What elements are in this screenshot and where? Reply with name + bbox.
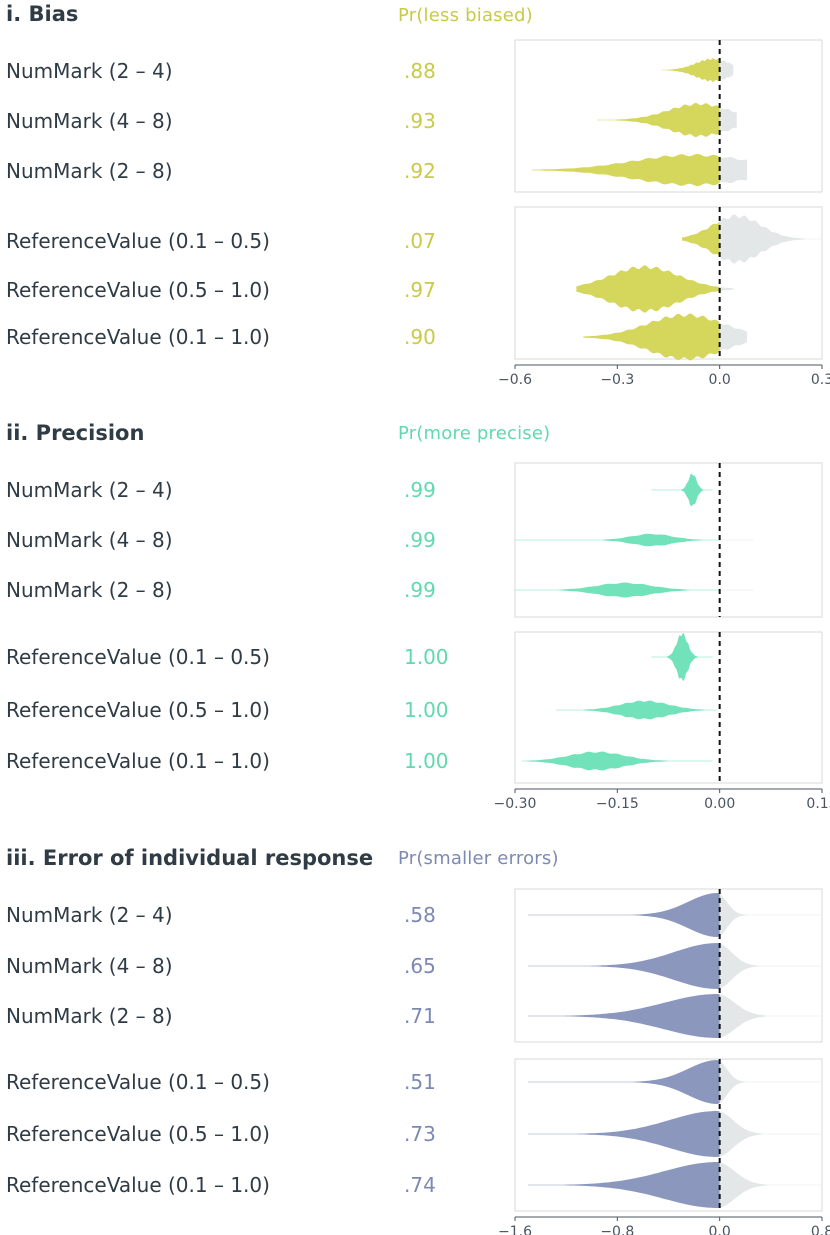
row-label: ReferenceValue (0.1 – 1.0) [6, 325, 270, 349]
violin-reference-0-4 [719, 286, 734, 292]
violin-2-2 [527, 994, 720, 1038]
panel-frame [514, 1058, 823, 1212]
row-value: .97 [404, 278, 436, 302]
row-label: NumMark (2 – 4) [6, 903, 173, 927]
row-label: NumMark (2 – 8) [6, 1004, 173, 1028]
x-tick-label: 0.0 [709, 1224, 731, 1235]
violin-0-2 [532, 153, 720, 187]
row-value: .90 [404, 325, 436, 349]
violin-2-4 [527, 1111, 720, 1157]
x-tick-label: −0.6 [498, 372, 532, 388]
row-label: NumMark (2 – 8) [6, 578, 173, 602]
row-value: .74 [404, 1173, 436, 1197]
row-label: ReferenceValue (0.1 – 0.5) [6, 645, 270, 669]
x-tick-label: −1.6 [498, 1224, 532, 1235]
violin-reference-2-4 [719, 1111, 822, 1157]
panel-frame [514, 631, 823, 784]
row-value: .99 [404, 478, 436, 502]
section-title-error: iii. Error of individual response [6, 846, 374, 870]
violin-reference-1-2 [719, 589, 754, 591]
section-title-precision: ii. Precision [6, 421, 145, 445]
x-tick-label: 0.8 [811, 1224, 830, 1235]
x-tick-label: −0.30 [494, 796, 537, 812]
x-tick-label: −0.8 [600, 1224, 634, 1235]
violin-2-1 [527, 943, 720, 989]
row-label: ReferenceValue (0.5 – 1.0) [6, 278, 270, 302]
row-value: 1.00 [404, 645, 449, 669]
row-label: ReferenceValue (0.5 – 1.0) [6, 1122, 270, 1146]
violin-0-4 [576, 265, 720, 313]
row-value: .88 [404, 59, 436, 83]
violin-reference-0-2 [719, 156, 747, 184]
x-tick-label: −0.3 [600, 372, 634, 388]
x-tick-label: 0.15 [806, 796, 830, 812]
row-value: .73 [404, 1122, 436, 1146]
x-tick-label: 0.0 [709, 372, 731, 388]
row-label: ReferenceValue (0.1 – 1.0) [6, 1173, 270, 1197]
x-tick-label: 0.3 [811, 372, 830, 388]
violin-reference-0-1 [719, 107, 737, 133]
violin-1-0 [651, 473, 713, 507]
row-label: ReferenceValue (0.1 – 0.5) [6, 229, 270, 253]
row-value: 1.00 [404, 749, 449, 773]
violin-reference-0-5 [719, 322, 747, 352]
row-label: NumMark (2 – 8) [6, 159, 173, 183]
row-label: NumMark (4 – 8) [6, 954, 173, 978]
row-value: .99 [404, 528, 436, 552]
panel-frame [514, 888, 823, 1043]
violin-0-0 [661, 58, 720, 82]
violin-reference-2-5 [719, 1162, 822, 1208]
violin-0-1 [596, 102, 720, 138]
x-tick-label: 0.00 [704, 796, 735, 812]
row-label: ReferenceValue (0.1 – 0.5) [6, 1070, 270, 1094]
panel-frame [514, 206, 823, 360]
row-label: NumMark (2 – 4) [6, 59, 173, 83]
row-value: .51 [404, 1070, 436, 1094]
violin-1-3 [651, 633, 713, 681]
violin-0-5 [583, 313, 720, 361]
row-label: NumMark (2 – 4) [6, 478, 173, 502]
violin-0-3 [682, 221, 720, 257]
violin-reference-2-3 [719, 1061, 822, 1103]
row-value: 1.00 [404, 698, 449, 722]
violin-2-0 [527, 893, 720, 937]
violin-1-5 [521, 751, 713, 771]
row-value: .93 [404, 109, 436, 133]
row-label: NumMark (4 – 8) [6, 109, 173, 133]
violin-reference-0-0 [719, 59, 734, 81]
metric-label-bias: Pr(less biased) [398, 5, 533, 26]
violin-2-5 [527, 1162, 720, 1208]
metric-label-precision: Pr(more precise) [398, 423, 551, 444]
metric-label-error: Pr(smaller errors) [398, 848, 559, 869]
row-value: .65 [404, 954, 436, 978]
panel-frame [514, 39, 823, 193]
violin-1-2 [515, 582, 720, 598]
violin-2-3 [527, 1060, 720, 1104]
x-tick-label: −0.15 [596, 796, 639, 812]
violin-reference-2-0 [719, 894, 822, 936]
violin-1-4 [555, 700, 717, 720]
row-value: .71 [404, 1004, 436, 1028]
row-value: .99 [404, 578, 436, 602]
violin-reference-2-1 [719, 943, 822, 989]
row-label: ReferenceValue (0.1 – 1.0) [6, 749, 270, 773]
section-title-bias: i. Bias [6, 2, 79, 26]
violin-reference-1-1 [719, 539, 754, 541]
row-value: .58 [404, 903, 436, 927]
violin-reference-0-3 [719, 214, 822, 264]
row-label: NumMark (4 – 8) [6, 528, 173, 552]
row-value: .92 [404, 159, 436, 183]
row-value: .07 [404, 229, 436, 253]
row-label: ReferenceValue (0.5 – 1.0) [6, 698, 270, 722]
violin-reference-2-2 [719, 994, 822, 1038]
violin-1-1 [515, 533, 720, 547]
